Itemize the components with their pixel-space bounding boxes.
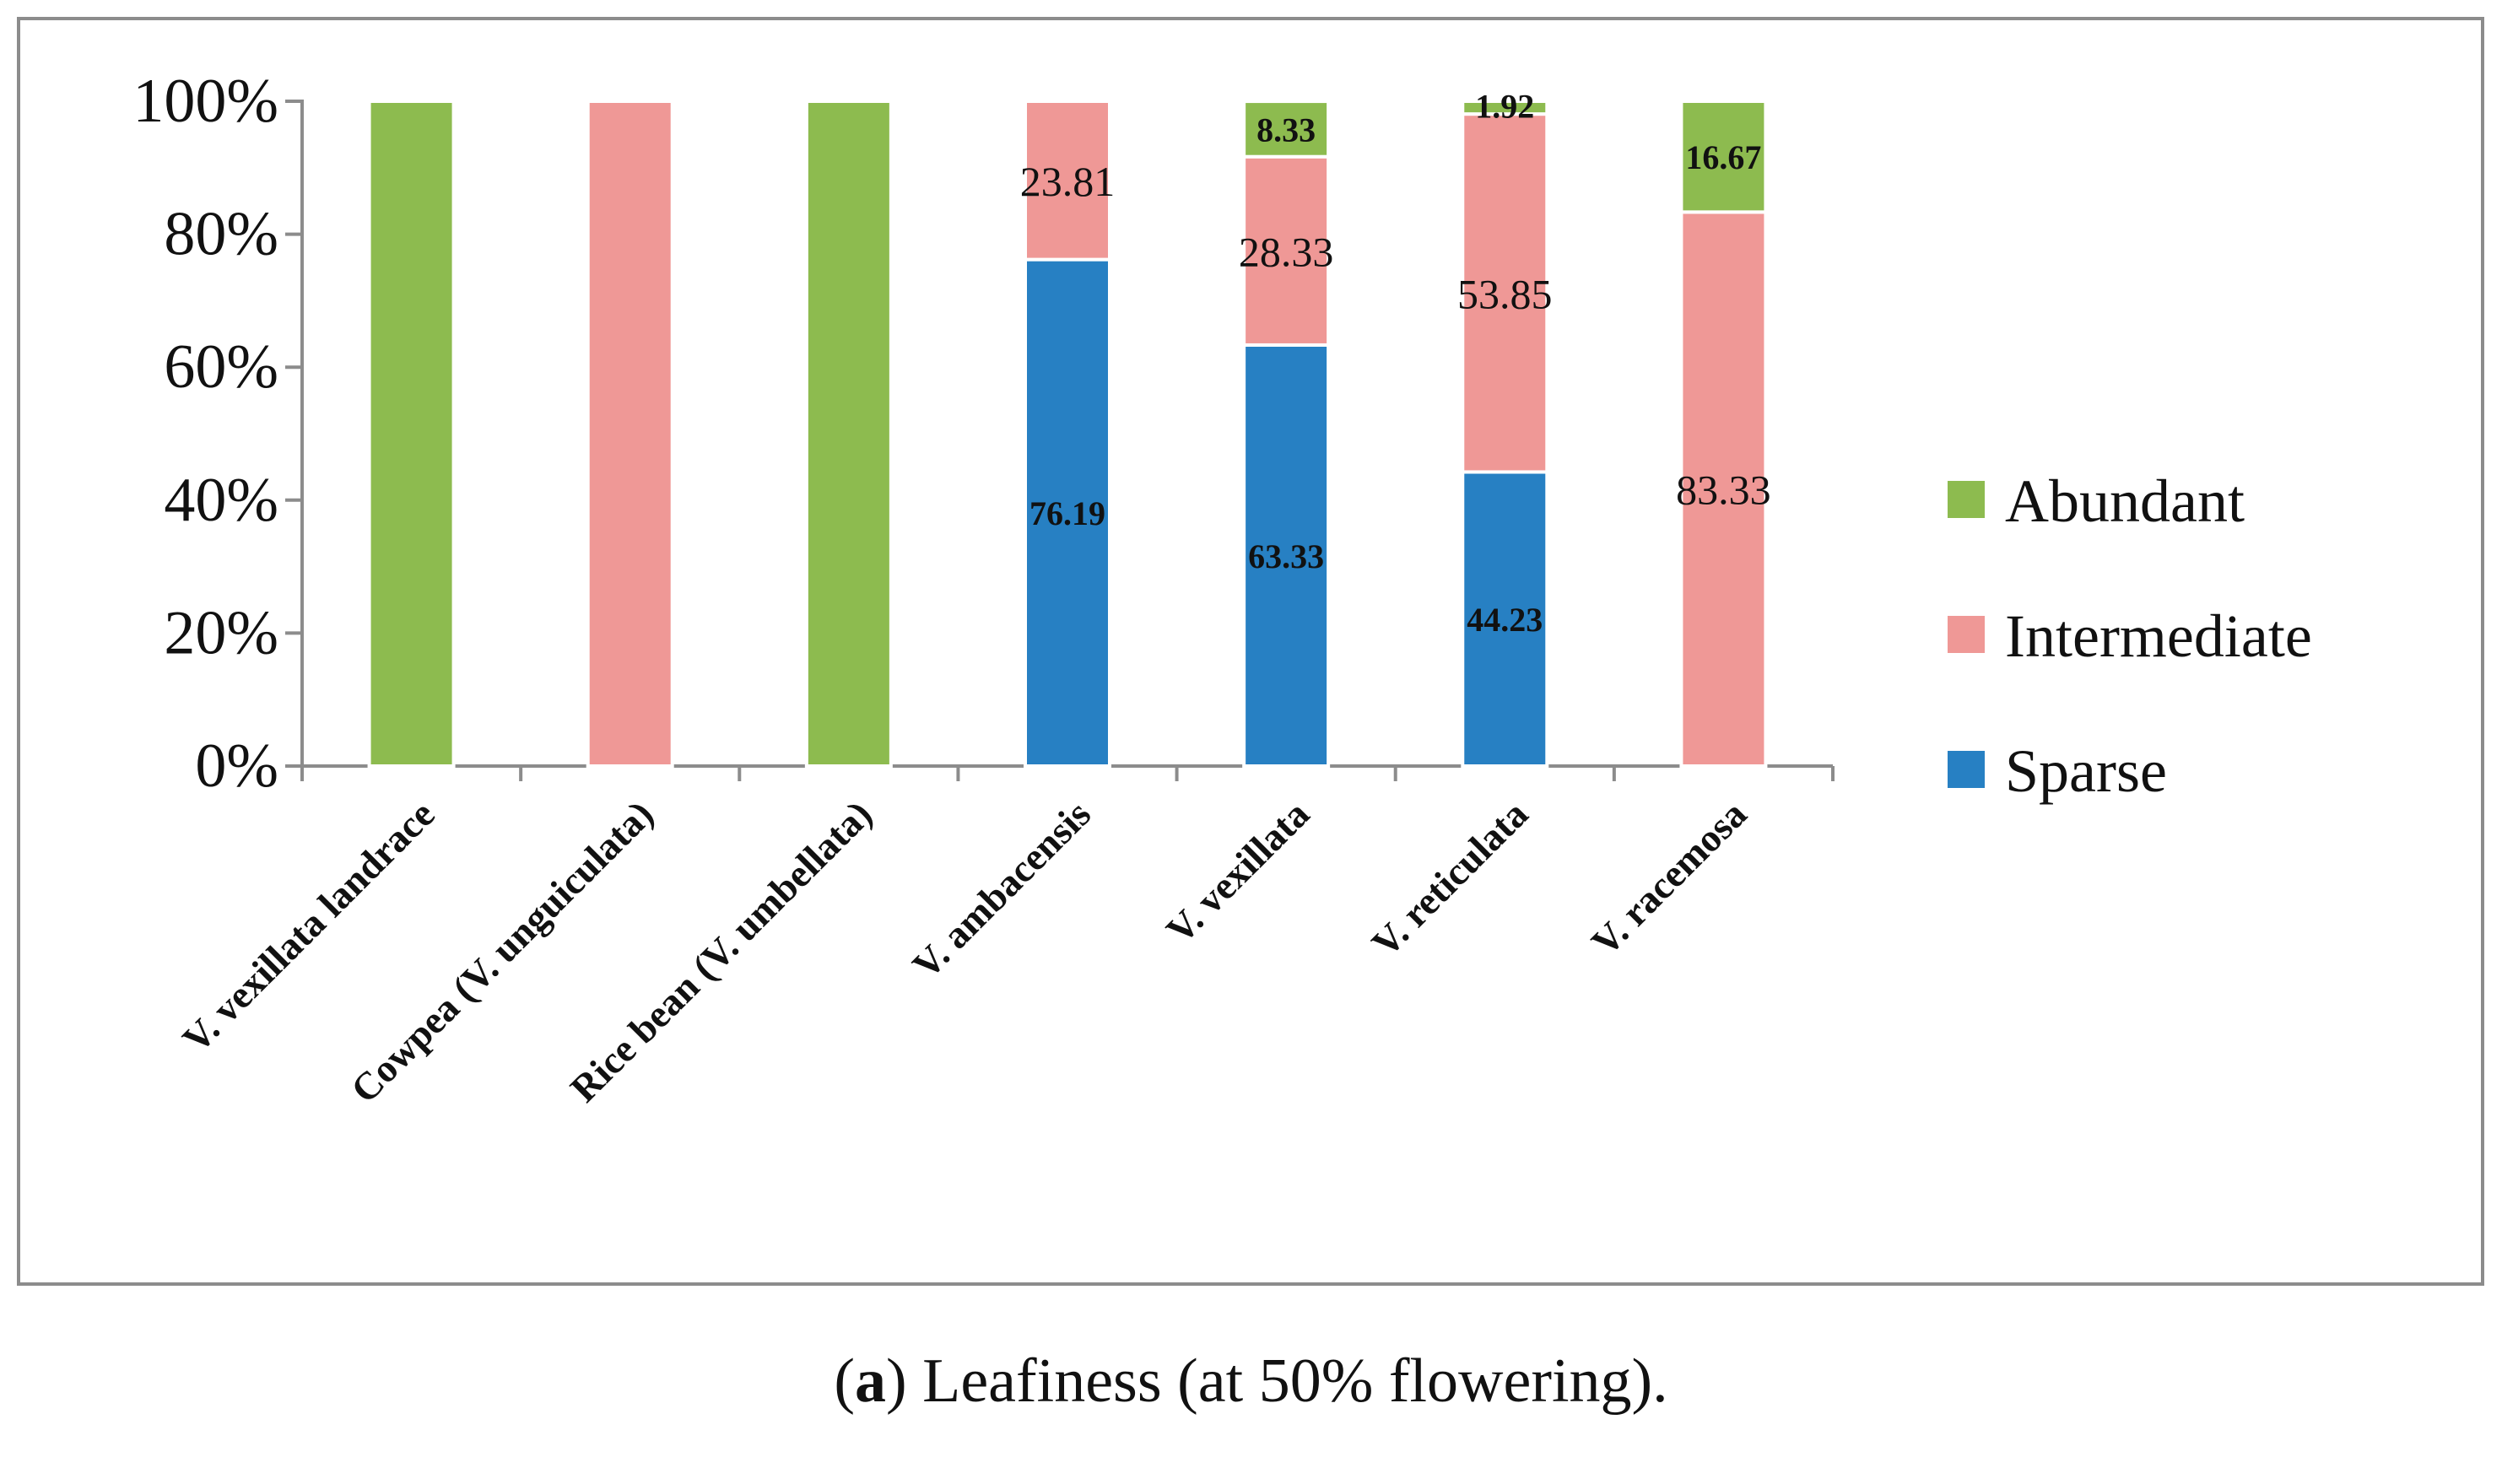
- legend-swatch-abundant: [1948, 481, 1985, 518]
- caption-letter: a: [854, 1346, 886, 1416]
- legend-label-abundant: Abundant: [2005, 467, 2245, 535]
- data-label: 44.23: [1467, 601, 1543, 639]
- bar-segment-abundant: [1242, 100, 1331, 159]
- bar-segment-intermediate: [586, 100, 674, 768]
- bar-segment-sparse: [1024, 257, 1111, 768]
- data-label: 1.92: [1475, 88, 1534, 126]
- bar-segment-intermediate: [1024, 100, 1111, 262]
- bar-segment-sparse: [1461, 470, 1549, 768]
- y-tick-label: 40%: [164, 466, 278, 535]
- data-label: 83.33: [1676, 467, 1771, 514]
- legend-swatch-sparse: [1948, 751, 1985, 788]
- data-label: 63.33: [1248, 537, 1324, 575]
- bar-segment-intermediate: [1461, 112, 1549, 474]
- legend-swatch-intermediate: [1948, 616, 1985, 653]
- y-tick-label: 60%: [164, 332, 278, 402]
- bar-segment-abundant: [1679, 100, 1768, 214]
- y-tick-label: 100%: [132, 67, 278, 136]
- figure-caption: (a) Leafiness (at 50% flowering).: [0, 1346, 2502, 1417]
- bar-segment-intermediate: [1679, 210, 1768, 768]
- data-label: 53.85: [1457, 270, 1553, 317]
- data-label: 8.33: [1256, 111, 1316, 148]
- legend-label-intermediate: Intermediate: [2005, 602, 2312, 670]
- data-label: 28.33: [1239, 228, 1334, 275]
- caption-text: ) Leafiness (at 50% flowering).: [885, 1346, 1668, 1416]
- bar-segment-intermediate: [1242, 154, 1331, 347]
- caption-open-paren: (: [834, 1346, 855, 1416]
- data-label: 76.19: [1029, 494, 1105, 532]
- y-tick-label: 0%: [195, 731, 278, 801]
- legend-label-sparse: Sparse: [2005, 737, 2167, 805]
- bar-segment-abundant: [367, 100, 456, 768]
- y-tick-label: 20%: [164, 598, 278, 667]
- bar-segment-abundant: [1461, 100, 1549, 116]
- y-tick-label: 80%: [164, 200, 278, 269]
- data-label: 23.81: [1020, 158, 1116, 205]
- bar-segment-abundant: [804, 100, 893, 768]
- data-label: 16.67: [1685, 138, 1761, 176]
